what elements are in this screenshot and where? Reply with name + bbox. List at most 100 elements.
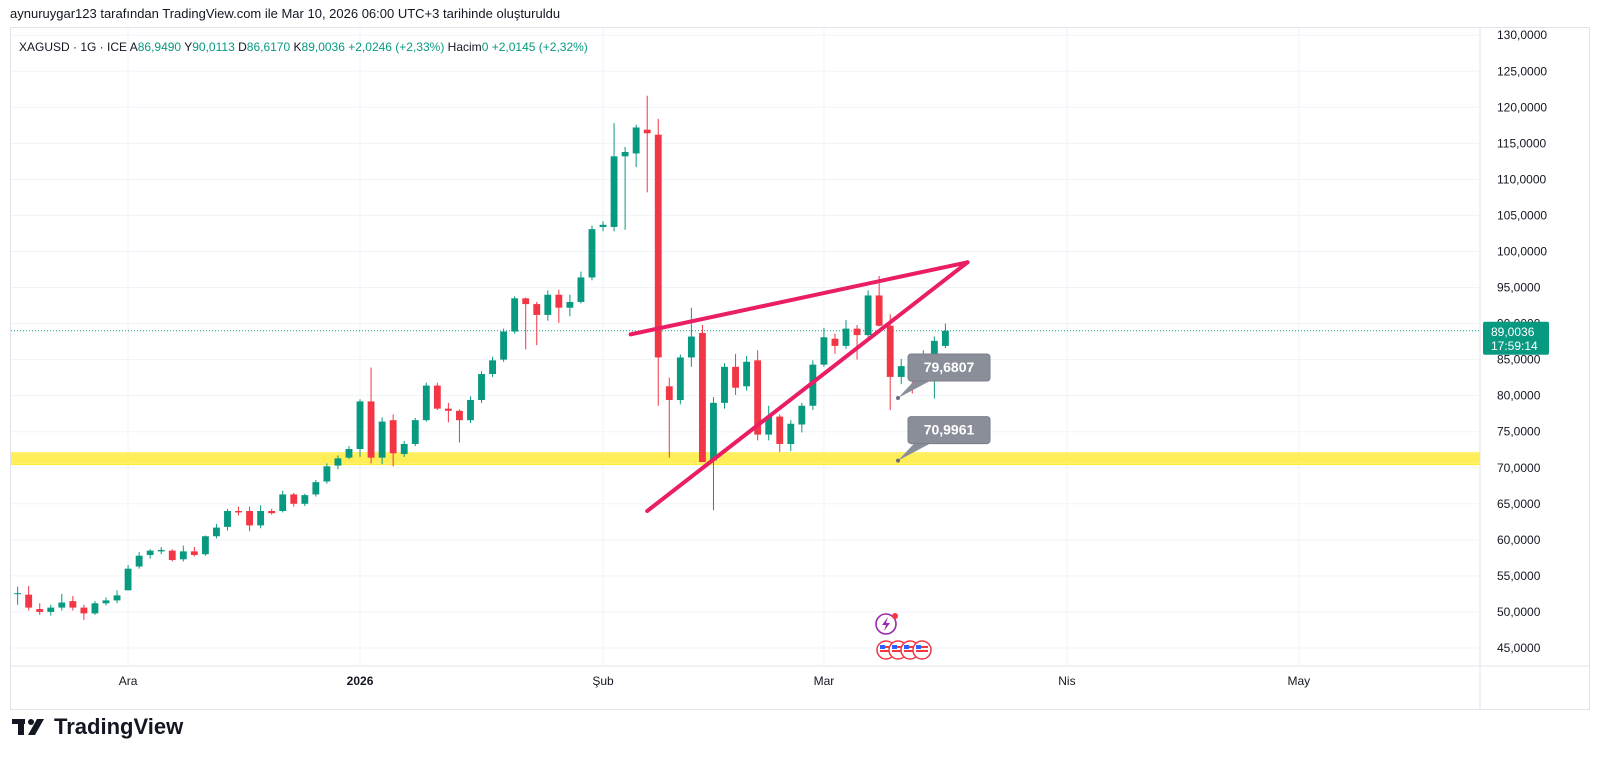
candle-body	[610, 156, 618, 227]
candle-body	[886, 325, 894, 377]
callout-label: 79,6807	[924, 359, 975, 375]
candle	[643, 95, 651, 193]
candle	[47, 604, 55, 616]
candle	[533, 301, 541, 346]
candle-body	[246, 511, 253, 526]
candle-body	[831, 338, 839, 346]
candle	[897, 358, 905, 385]
low-value: 86,6170	[246, 40, 291, 54]
x-tick-label: Mar	[814, 674, 835, 688]
candle	[356, 399, 364, 457]
flag-stripe	[892, 650, 904, 652]
candle-body	[941, 330, 949, 346]
candle	[268, 508, 276, 515]
candle	[80, 604, 88, 620]
y-tick-label: 75,0000	[1497, 425, 1541, 439]
candle	[367, 367, 375, 464]
candle	[179, 545, 187, 562]
candle-body	[654, 134, 662, 358]
candle	[886, 314, 894, 411]
candle-body	[25, 594, 33, 608]
candle	[522, 297, 530, 350]
candle-body	[533, 304, 541, 315]
candle	[776, 414, 784, 452]
candle-body	[58, 602, 66, 608]
candle-body	[235, 511, 242, 513]
candle	[853, 325, 861, 360]
y-tick-label: 125,0000	[1497, 64, 1547, 78]
candle-body	[345, 449, 353, 458]
candle-body	[787, 423, 795, 444]
wedge-trendline	[645, 260, 970, 514]
candle	[500, 328, 508, 362]
candle	[246, 506, 253, 532]
candle	[224, 508, 231, 531]
symbol-label[interactable]: XAGUSD · 1G · ICE	[19, 40, 128, 54]
callout-pointer	[898, 380, 930, 398]
candle-body	[643, 129, 651, 134]
last-price-value: 89,0036	[1491, 325, 1535, 339]
candle	[58, 593, 66, 611]
candle	[389, 414, 397, 467]
candle-body	[577, 277, 585, 302]
candle	[157, 547, 165, 555]
candle-body	[478, 374, 485, 400]
candle	[566, 294, 574, 317]
last-price-countdown: 17:59:14	[1491, 339, 1538, 353]
x-tick-label: Şub	[592, 674, 614, 688]
y-tick-label: 130,0000	[1497, 28, 1547, 42]
volume-change-value: +2,0145 (+2,32%)	[491, 40, 588, 54]
lightning-bolt-icon	[882, 617, 890, 631]
tradingview-brand[interactable]: TradingView	[12, 714, 183, 740]
candle	[235, 506, 242, 516]
callout-box	[907, 416, 991, 445]
candle-body	[422, 385, 430, 421]
candle-body	[599, 224, 607, 227]
candle-body	[776, 416, 784, 444]
candle	[544, 290, 552, 321]
candle-body	[213, 527, 220, 537]
candle	[168, 549, 176, 562]
candle-body	[555, 294, 563, 308]
y-tick-label: 120,0000	[1497, 100, 1547, 114]
candle	[588, 225, 596, 281]
candle	[25, 585, 33, 611]
candle-body	[157, 549, 165, 552]
flag-canton	[916, 645, 921, 649]
x-tick-label: Ara	[119, 674, 138, 688]
candle	[36, 603, 44, 615]
flag-stripe	[880, 646, 892, 648]
candle	[467, 396, 474, 424]
change-value: +2,0246 (+2,33%)	[348, 40, 445, 54]
candle	[577, 271, 585, 304]
candle	[489, 356, 496, 377]
candle-body	[665, 386, 673, 400]
callout-pointer	[898, 443, 930, 461]
candle-body	[411, 420, 419, 444]
candle	[135, 552, 143, 569]
chart-attribution: aynuruygar123 tarafından TradingView.com…	[10, 6, 561, 21]
close-value: 89,0036	[301, 40, 345, 54]
y-tick-label: 50,0000	[1497, 605, 1541, 619]
candle-body	[820, 337, 828, 365]
candle	[279, 490, 287, 513]
candle	[941, 323, 949, 349]
candle-body	[798, 405, 806, 425]
candle-body	[699, 332, 706, 462]
price-callout: 70,9961	[896, 416, 991, 463]
candle-body	[456, 410, 463, 421]
x-tick-label: Nis	[1058, 674, 1075, 688]
candle-body	[842, 328, 850, 346]
candle	[599, 221, 607, 232]
price-callout: 79,6807	[896, 353, 991, 400]
candle-body	[676, 357, 684, 400]
candle-body	[36, 609, 44, 612]
candle-body	[897, 366, 905, 377]
high-key: Y	[184, 40, 193, 54]
callout-box	[907, 353, 991, 382]
x-tick-label: May	[1288, 674, 1311, 688]
candle	[190, 547, 198, 557]
candle-body	[522, 298, 530, 305]
candle-body	[400, 443, 408, 455]
